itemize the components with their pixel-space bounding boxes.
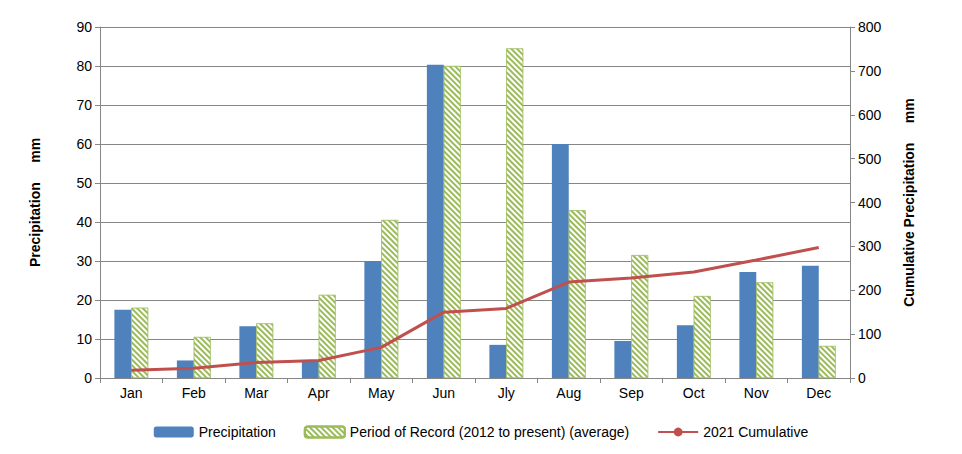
svg-text:Nov: Nov xyxy=(744,385,769,401)
svg-text:40: 40 xyxy=(76,214,92,230)
svg-text:500: 500 xyxy=(858,151,882,167)
svg-text:400: 400 xyxy=(858,195,882,211)
svg-text:600: 600 xyxy=(858,107,882,123)
svg-text:Cumulative Precipitation m: Cumulative Precipitation mm xyxy=(901,98,917,307)
svg-text:200: 200 xyxy=(858,282,882,298)
svg-text:Sep: Sep xyxy=(619,385,644,401)
svg-text:Mar: Mar xyxy=(244,385,268,401)
svg-text:90: 90 xyxy=(76,19,92,35)
svg-text:50: 50 xyxy=(76,175,92,191)
svg-text:Precipitation mm: Precipitation mm xyxy=(27,138,43,267)
svg-text:Period of Record (2012 to pres: Period of Record (2012 to present) (aver… xyxy=(350,424,629,440)
svg-text:May: May xyxy=(368,385,394,401)
svg-text:Dec: Dec xyxy=(806,385,831,401)
svg-text:2021 Cumulative: 2021 Cumulative xyxy=(703,424,808,440)
svg-text:Precipitation: Precipitation xyxy=(199,424,276,440)
svg-text:10: 10 xyxy=(76,331,92,347)
svg-text:Jun: Jun xyxy=(432,385,455,401)
svg-text:0: 0 xyxy=(858,370,866,386)
svg-text:Jly: Jly xyxy=(498,385,515,401)
svg-text:700: 700 xyxy=(858,63,882,79)
svg-text:70: 70 xyxy=(76,97,92,113)
svg-text:Jan: Jan xyxy=(120,385,143,401)
svg-text:Oct: Oct xyxy=(683,385,705,401)
svg-text:Feb: Feb xyxy=(182,385,206,401)
svg-text:20: 20 xyxy=(76,292,92,308)
svg-text:100: 100 xyxy=(858,326,882,342)
svg-text:Apr: Apr xyxy=(308,385,330,401)
svg-text:0: 0 xyxy=(84,370,92,386)
svg-text:30: 30 xyxy=(76,253,92,269)
svg-text:300: 300 xyxy=(858,238,882,254)
svg-text:80: 80 xyxy=(76,58,92,74)
svg-text:Aug: Aug xyxy=(556,385,581,401)
svg-text:800: 800 xyxy=(858,19,882,35)
svg-text:60: 60 xyxy=(76,136,92,152)
